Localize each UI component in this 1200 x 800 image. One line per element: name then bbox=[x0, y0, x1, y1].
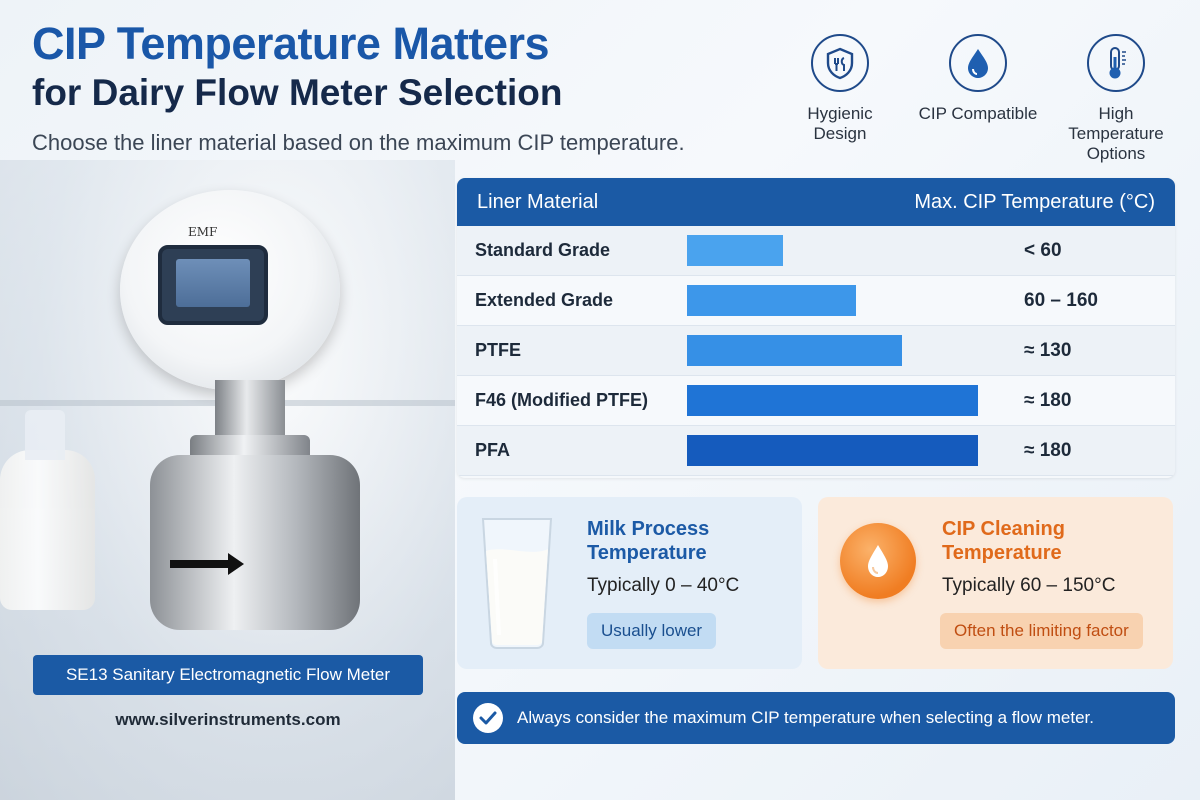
feature-high-temp: High Temperature Options bbox=[1056, 34, 1176, 164]
page-title-line2: for Dairy Flow Meter Selection bbox=[32, 72, 563, 113]
milk-bottle-image bbox=[0, 410, 95, 610]
meter-body bbox=[150, 455, 360, 630]
temperature-bar bbox=[687, 385, 978, 416]
meter-lcd bbox=[176, 259, 250, 307]
temperature-bar bbox=[687, 285, 856, 316]
website-link[interactable]: www.silverinstruments.com bbox=[115, 710, 341, 729]
page-subtitle: Choose the liner material based on the m… bbox=[32, 130, 685, 155]
column-header-temperature: Max. CIP Temperature (°C) bbox=[914, 190, 1155, 213]
feature-hygienic: Hygienic Design bbox=[780, 34, 900, 144]
thermometer-icon bbox=[1087, 34, 1145, 92]
feature-label: Hygienic Design bbox=[807, 104, 873, 143]
liner-material-name: Extended Grade bbox=[475, 290, 614, 310]
table-header: Liner Material Max. CIP Temperature (°C) bbox=[457, 178, 1175, 226]
liner-material-name: PTFE bbox=[475, 340, 522, 360]
advice-text: Always consider the maximum CIP temperat… bbox=[517, 708, 1094, 727]
feature-icons: Hygienic Design CIP Compatible High Temp… bbox=[780, 34, 1180, 174]
milk-process-card: Milk Process Temperature Typically 0 – 4… bbox=[457, 497, 802, 669]
card-title: Milk Process Temperature bbox=[587, 517, 709, 565]
orange-drop-icon bbox=[840, 523, 916, 599]
table-row: F46 (Modified PTFE) ≈ 180 bbox=[457, 376, 1175, 426]
milk-glass-icon bbox=[477, 515, 557, 650]
card-title-line1: Milk Process bbox=[587, 518, 710, 540]
feature-label: CIP Compatible bbox=[918, 104, 1038, 123]
card-note-badge: Usually lower bbox=[587, 613, 717, 649]
flow-direction-arrow-icon bbox=[170, 553, 244, 575]
page-title: CIP Temperature Matters bbox=[32, 18, 550, 69]
advice-banner: Always consider the maximum CIP temperat… bbox=[457, 692, 1175, 744]
water-drop-icon bbox=[949, 34, 1007, 92]
meter-display bbox=[158, 245, 268, 325]
check-circle-icon bbox=[473, 703, 503, 733]
table-body: Standard Grade < 60 Extended Grade 60 – 160… bbox=[457, 226, 1175, 476]
cip-cleaning-card: CIP Cleaning Temperature Typically 60 – … bbox=[818, 497, 1173, 669]
column-header-material: Liner Material bbox=[477, 190, 599, 213]
feature-label: High Temperature Options bbox=[1068, 104, 1164, 163]
max-cip-temperature: ≈ 180 bbox=[1024, 389, 1072, 411]
liner-material-name: PFA bbox=[475, 440, 511, 460]
liner-material-name: F46 (Modified PTFE) bbox=[475, 390, 648, 410]
feature-cip: CIP Compatible bbox=[918, 34, 1038, 124]
max-cip-temperature: ≈ 180 bbox=[1024, 439, 1072, 461]
flow-meter-image: EMF bbox=[40, 170, 440, 650]
temperature-bar bbox=[687, 435, 978, 466]
temperature-bar bbox=[687, 235, 783, 266]
max-cip-temperature: < 60 bbox=[1024, 239, 1062, 261]
card-title-line2: Temperature bbox=[942, 542, 1062, 564]
table-row: Extended Grade 60 – 160 bbox=[457, 276, 1175, 326]
table-row: PFA ≈ 180 bbox=[457, 426, 1175, 476]
table-row: PTFE ≈ 130 bbox=[457, 326, 1175, 376]
meter-brand-text: EMF bbox=[188, 225, 218, 239]
card-title-line2: Temperature bbox=[587, 542, 707, 564]
card-range: Typically 0 – 40°C bbox=[587, 575, 740, 596]
liner-material-name: Standard Grade bbox=[475, 240, 611, 260]
product-name-label: SE13 Sanitary Electromagnetic Flow Meter bbox=[33, 655, 423, 695]
liner-temperature-table: Liner Material Max. CIP Temperature (°C)… bbox=[457, 178, 1175, 478]
max-cip-temperature: ≈ 130 bbox=[1024, 339, 1072, 361]
hygienic-shield-icon bbox=[811, 34, 869, 92]
table-row: Standard Grade < 60 bbox=[457, 226, 1175, 276]
card-title: CIP Cleaning Temperature bbox=[942, 517, 1065, 565]
card-title-line1: CIP Cleaning bbox=[942, 518, 1065, 540]
card-range: Typically 60 – 150°C bbox=[942, 575, 1116, 596]
temperature-bar bbox=[687, 335, 902, 366]
card-note-badge: Often the limiting factor bbox=[940, 613, 1143, 649]
max-cip-temperature: 60 – 160 bbox=[1024, 289, 1098, 311]
